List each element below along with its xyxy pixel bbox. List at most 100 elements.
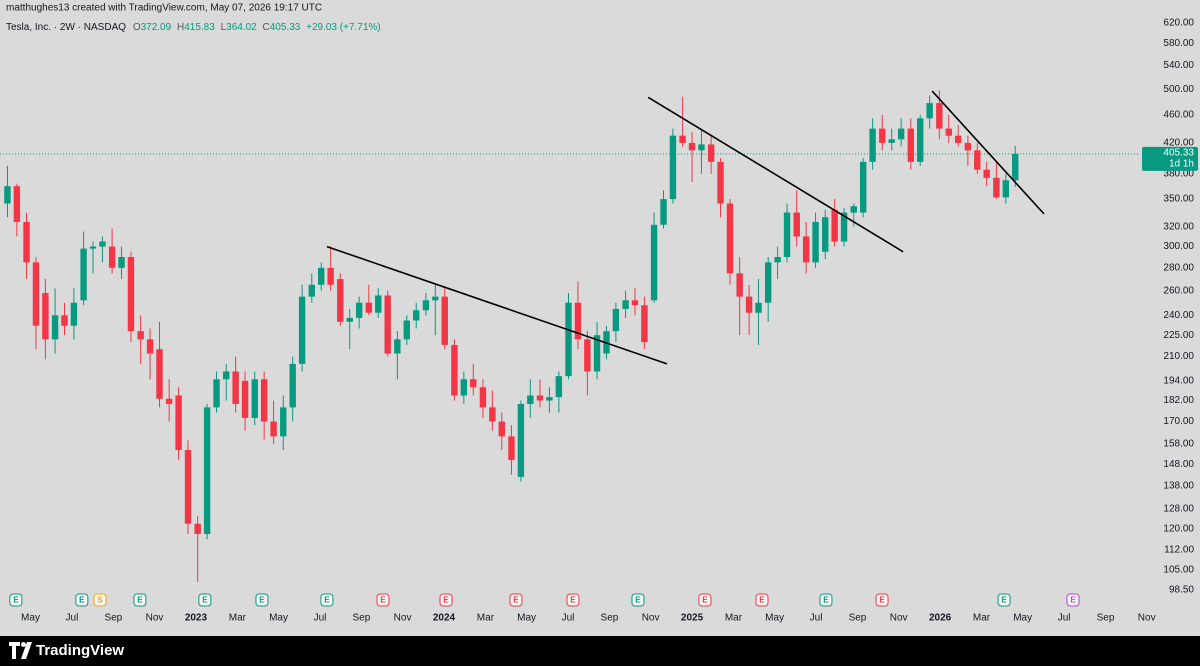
candle-body (983, 169, 990, 178)
brand: TradingView (36, 642, 124, 659)
candle-body (508, 436, 515, 461)
candle-body (165, 398, 173, 404)
x-tick-label: 2025 (681, 613, 704, 624)
candle-body (907, 128, 915, 162)
event-label: E (443, 596, 449, 605)
candle-body (498, 421, 505, 437)
candle-body (422, 300, 430, 311)
candle-body (42, 293, 49, 340)
candle-body (964, 142, 972, 151)
event-badge (198, 593, 212, 607)
candle-body (32, 262, 40, 326)
candle-body (641, 305, 648, 343)
candle-body (774, 257, 781, 263)
candle-body (879, 128, 886, 143)
candle-body (223, 371, 230, 380)
x-tick-label: May (517, 613, 536, 624)
candle-body (51, 315, 59, 340)
y-tick-label: 138.00 (1163, 480, 1194, 491)
brand-logo (9, 642, 32, 659)
ohlc-value: 415.83 (184, 22, 215, 33)
candle-body (156, 349, 163, 399)
candle-body (365, 302, 373, 313)
candle-body (612, 308, 620, 332)
x-tick-label: 2024 (433, 613, 456, 624)
candle-body (127, 257, 135, 332)
candle-body (489, 407, 496, 422)
credit: matthughes13 created with TradingView.co… (6, 3, 322, 14)
event-badge (566, 593, 580, 607)
price-tag-value: 405.33 (1163, 148, 1194, 159)
y-tick-label: 148.00 (1163, 459, 1194, 470)
candle-body (403, 320, 410, 340)
logo-part (21, 642, 32, 659)
candle-body (831, 209, 838, 242)
event-badge (631, 593, 645, 607)
candle-body (565, 302, 572, 377)
price-tag-countdown: 1d 1h (1169, 159, 1194, 170)
candle-body (413, 310, 420, 321)
event-label: E (513, 596, 519, 605)
y-tick-label: 460.00 (1163, 110, 1194, 121)
y-tick-label: 320.00 (1163, 221, 1194, 232)
y-tick-label: 194.00 (1163, 375, 1194, 386)
candle-body (755, 302, 762, 313)
candle-body (146, 339, 154, 354)
x-tick-label: Sep (104, 613, 122, 624)
y-tick-label: 420.00 (1163, 138, 1194, 149)
candle-body (793, 212, 800, 237)
candle-body (432, 296, 439, 301)
x-tick-label: Jul (314, 613, 327, 624)
event-badge (1066, 593, 1080, 607)
candle-body (745, 296, 753, 313)
candle-body (394, 339, 401, 354)
candle-body (89, 246, 97, 249)
candle-body (869, 128, 876, 162)
candle-body (974, 150, 981, 170)
candle-body (355, 302, 363, 318)
y-tick-label: 500.00 (1163, 84, 1194, 95)
x-tick-label: Mar (973, 613, 991, 624)
y-tick-label: 182.00 (1163, 395, 1194, 406)
footer-bar (0, 636, 1200, 666)
candle-body (936, 103, 943, 129)
x-tick-label: Nov (890, 613, 908, 624)
y-tick-label: 260.00 (1163, 285, 1194, 296)
x-tick-label: Jul (810, 613, 823, 624)
event-badge (133, 593, 147, 607)
event-badge (75, 593, 89, 607)
candle-body (897, 128, 905, 140)
event-badge (255, 593, 269, 607)
candle-body (375, 295, 382, 313)
candle-body (289, 363, 296, 408)
candle-body (650, 224, 658, 301)
y-tick-label: 112.00 (1164, 545, 1194, 556)
event-badge (509, 593, 523, 607)
y-tick-label: 98.50 (1169, 584, 1194, 595)
candle-body (688, 142, 696, 151)
x-tick-label: Nov (394, 613, 412, 624)
candle-body (118, 257, 125, 268)
candle-body (384, 295, 391, 354)
ohlc-letter: C (263, 22, 270, 33)
candle-body (717, 161, 724, 204)
candle-body (574, 302, 582, 340)
event-badge (93, 593, 107, 607)
x-tick-label: May (21, 613, 40, 624)
x-tick-label: Sep (1097, 613, 1115, 624)
candle-body (783, 212, 791, 258)
y-tick-label: 280.00 (1163, 262, 1194, 273)
candle-body (298, 296, 306, 364)
y-tick-label: 128.00 (1163, 504, 1194, 515)
candle-body (698, 144, 705, 151)
event-label: E (137, 596, 143, 605)
candle-body (546, 397, 553, 401)
event-label: E (823, 596, 829, 605)
event-label: E (635, 596, 641, 605)
candle-body (241, 380, 249, 418)
event-label: E (202, 596, 208, 605)
y-tick-label: 620.00 (1163, 18, 1194, 29)
event-badge (819, 593, 833, 607)
candle-body (593, 335, 601, 372)
